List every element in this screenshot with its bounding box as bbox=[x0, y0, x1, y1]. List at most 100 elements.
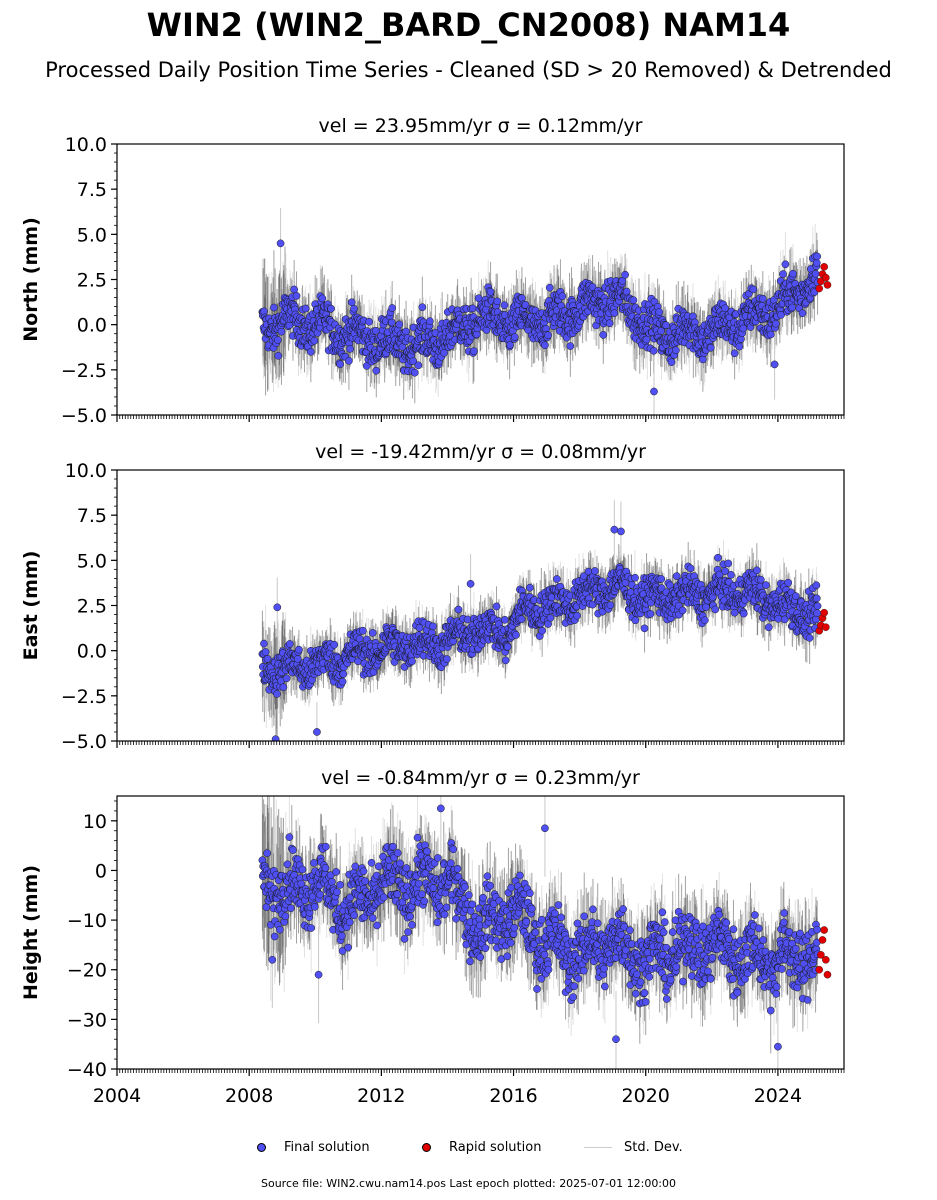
final-point bbox=[699, 355, 707, 364]
final-point bbox=[327, 304, 335, 313]
final-point bbox=[318, 294, 327, 303]
chart-title: WIN2 (WIN2_BARD_CN2008) NAM14 bbox=[146, 6, 791, 44]
y-tick-label: 0.0 bbox=[77, 315, 107, 337]
final-point bbox=[295, 645, 303, 654]
final-point bbox=[599, 331, 608, 339]
final-point bbox=[777, 311, 785, 319]
final-point bbox=[758, 294, 767, 303]
final-point bbox=[610, 309, 619, 317]
final-point bbox=[277, 327, 286, 336]
final-point bbox=[812, 259, 821, 267]
final-points-north bbox=[258, 239, 822, 396]
final-point bbox=[588, 283, 597, 291]
final-point bbox=[372, 366, 381, 375]
y-tick-label: −2.5 bbox=[61, 360, 107, 382]
final-point bbox=[730, 349, 739, 358]
final-point bbox=[629, 296, 638, 305]
final-point-outlier bbox=[650, 387, 658, 396]
data-layer-east bbox=[258, 499, 830, 741]
final-point bbox=[749, 285, 758, 294]
final-point bbox=[408, 657, 416, 666]
final-point bbox=[544, 331, 552, 340]
final-point bbox=[358, 626, 367, 635]
final-point bbox=[395, 320, 404, 329]
final-point bbox=[541, 341, 549, 350]
rapid-point bbox=[822, 273, 830, 282]
final-point bbox=[788, 303, 797, 312]
y-tick-label: 10.0 bbox=[65, 134, 107, 156]
final-point bbox=[789, 269, 797, 278]
final-point bbox=[388, 304, 397, 312]
final-point bbox=[667, 358, 676, 367]
rapid-point bbox=[823, 281, 832, 289]
final-point bbox=[468, 304, 477, 313]
final-point bbox=[772, 319, 780, 328]
final-point-outlier bbox=[276, 239, 285, 248]
y-tick-label: 7.5 bbox=[77, 179, 107, 201]
final-point bbox=[263, 654, 272, 663]
final-point bbox=[350, 304, 358, 313]
rapid-point bbox=[815, 284, 824, 293]
data-layer-north bbox=[258, 208, 832, 415]
panel-title: vel = 23.95mm/yr σ = 0.12mm/yr bbox=[319, 115, 643, 137]
final-point bbox=[426, 317, 434, 325]
final-point bbox=[274, 336, 282, 344]
rapid-points-north bbox=[815, 263, 832, 293]
chart-subtitle: Processed Daily Position Time Series - C… bbox=[45, 58, 892, 82]
final-point bbox=[336, 360, 345, 369]
y-tick-label: 2.5 bbox=[77, 270, 107, 292]
final-point bbox=[721, 304, 729, 313]
final-point bbox=[415, 623, 424, 632]
final-point bbox=[273, 690, 281, 698]
final-point bbox=[566, 342, 575, 350]
final-point bbox=[261, 648, 270, 656]
rapid-point bbox=[820, 263, 828, 271]
plot-area: −5.0 −2.5 0.0 2.5 5.0 7.5 10.0 vel = 23.95mm/yr… bbox=[20, 115, 845, 1107]
final-point bbox=[558, 292, 567, 301]
final-point bbox=[410, 368, 419, 377]
final-point bbox=[306, 347, 315, 356]
final-point bbox=[279, 683, 288, 692]
final-point bbox=[414, 361, 423, 370]
final-point bbox=[402, 327, 410, 336]
final-point bbox=[290, 285, 298, 294]
final-point bbox=[766, 330, 775, 339]
y-tick-label: 5.0 bbox=[77, 224, 107, 246]
final-point bbox=[798, 309, 807, 318]
final-point bbox=[510, 333, 519, 341]
final-point bbox=[330, 640, 339, 649]
final-point bbox=[781, 260, 790, 269]
final-point bbox=[545, 283, 554, 292]
final-point bbox=[346, 345, 354, 353]
final-point bbox=[409, 357, 418, 365]
final-point bbox=[486, 287, 495, 296]
final-point bbox=[339, 670, 348, 678]
final-point bbox=[282, 674, 291, 683]
final-point bbox=[672, 346, 680, 355]
final-point bbox=[811, 270, 820, 278]
final-point bbox=[368, 629, 377, 637]
final-point bbox=[338, 677, 347, 686]
final-point bbox=[500, 301, 509, 310]
final-point bbox=[398, 343, 407, 351]
final-point bbox=[418, 303, 427, 312]
final-point bbox=[493, 297, 502, 306]
y-tick-label: −5.0 bbox=[61, 405, 107, 427]
final-point bbox=[779, 270, 787, 278]
final-point bbox=[274, 351, 283, 360]
final-point bbox=[270, 303, 278, 312]
final-point bbox=[470, 347, 478, 355]
final-point bbox=[813, 252, 822, 261]
final-point bbox=[655, 308, 664, 316]
final-point bbox=[260, 639, 268, 648]
y-axis-label: North (mm) bbox=[20, 217, 42, 342]
final-point bbox=[735, 342, 744, 351]
final-point bbox=[622, 287, 631, 296]
final-point bbox=[301, 304, 310, 313]
final-point bbox=[310, 336, 319, 345]
final-point bbox=[657, 327, 666, 335]
final-point bbox=[706, 343, 715, 352]
final-point bbox=[387, 318, 396, 327]
final-point bbox=[605, 319, 614, 328]
final-point bbox=[621, 270, 629, 279]
